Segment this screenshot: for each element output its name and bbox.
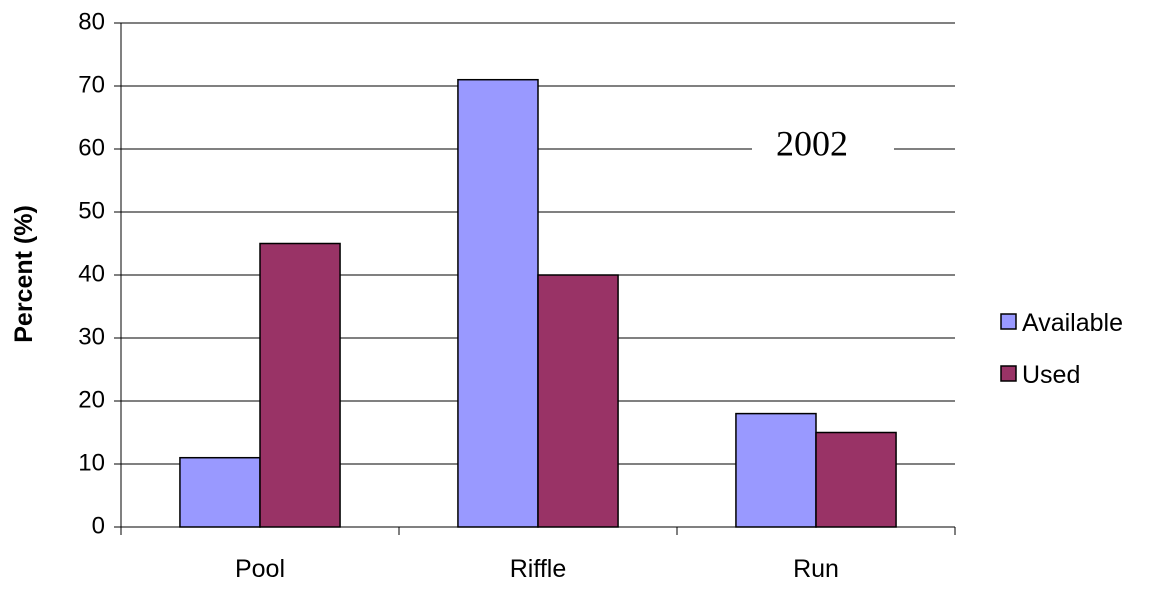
legend: Available Used: [1000, 309, 1123, 389]
annotation-background: [752, 118, 894, 166]
y-tick-label: 30: [78, 323, 105, 350]
bar-used-run: [815, 431, 897, 528]
bar-available-riffle: [457, 78, 539, 528]
y-tick-label: 50: [78, 197, 105, 224]
x-tick-label: Pool: [235, 555, 285, 583]
bar-available-pool: [179, 456, 261, 528]
y-tick-label: 20: [78, 386, 105, 413]
x-tick-label: Run: [793, 555, 839, 583]
y-tick-label: 70: [78, 71, 105, 98]
y-tick-label: 40: [78, 260, 105, 287]
y-tick-label: 80: [78, 8, 105, 35]
bar-used-riffle: [537, 274, 619, 528]
y-tick-label: 60: [78, 134, 105, 161]
bar-available-run: [735, 412, 817, 528]
legend-label-used: Used: [1022, 361, 1080, 389]
bar-used-pool: [259, 242, 341, 528]
y-tick-label: 10: [78, 449, 105, 476]
x-tick-label: Riffle: [510, 555, 567, 583]
y-axis-title: Percent (%): [10, 205, 38, 343]
legend-swatch-used: [1000, 365, 1017, 382]
legend-swatch-available: [1000, 313, 1017, 330]
axes: 0 10 20 30 40 50 60 70 80 Pool Riffle Run: [78, 8, 956, 583]
legend-label-available: Available: [1022, 309, 1123, 337]
bars: [179, 78, 897, 528]
y-tick-label: 0: [92, 512, 105, 539]
year-annotation: 2002: [776, 123, 848, 163]
